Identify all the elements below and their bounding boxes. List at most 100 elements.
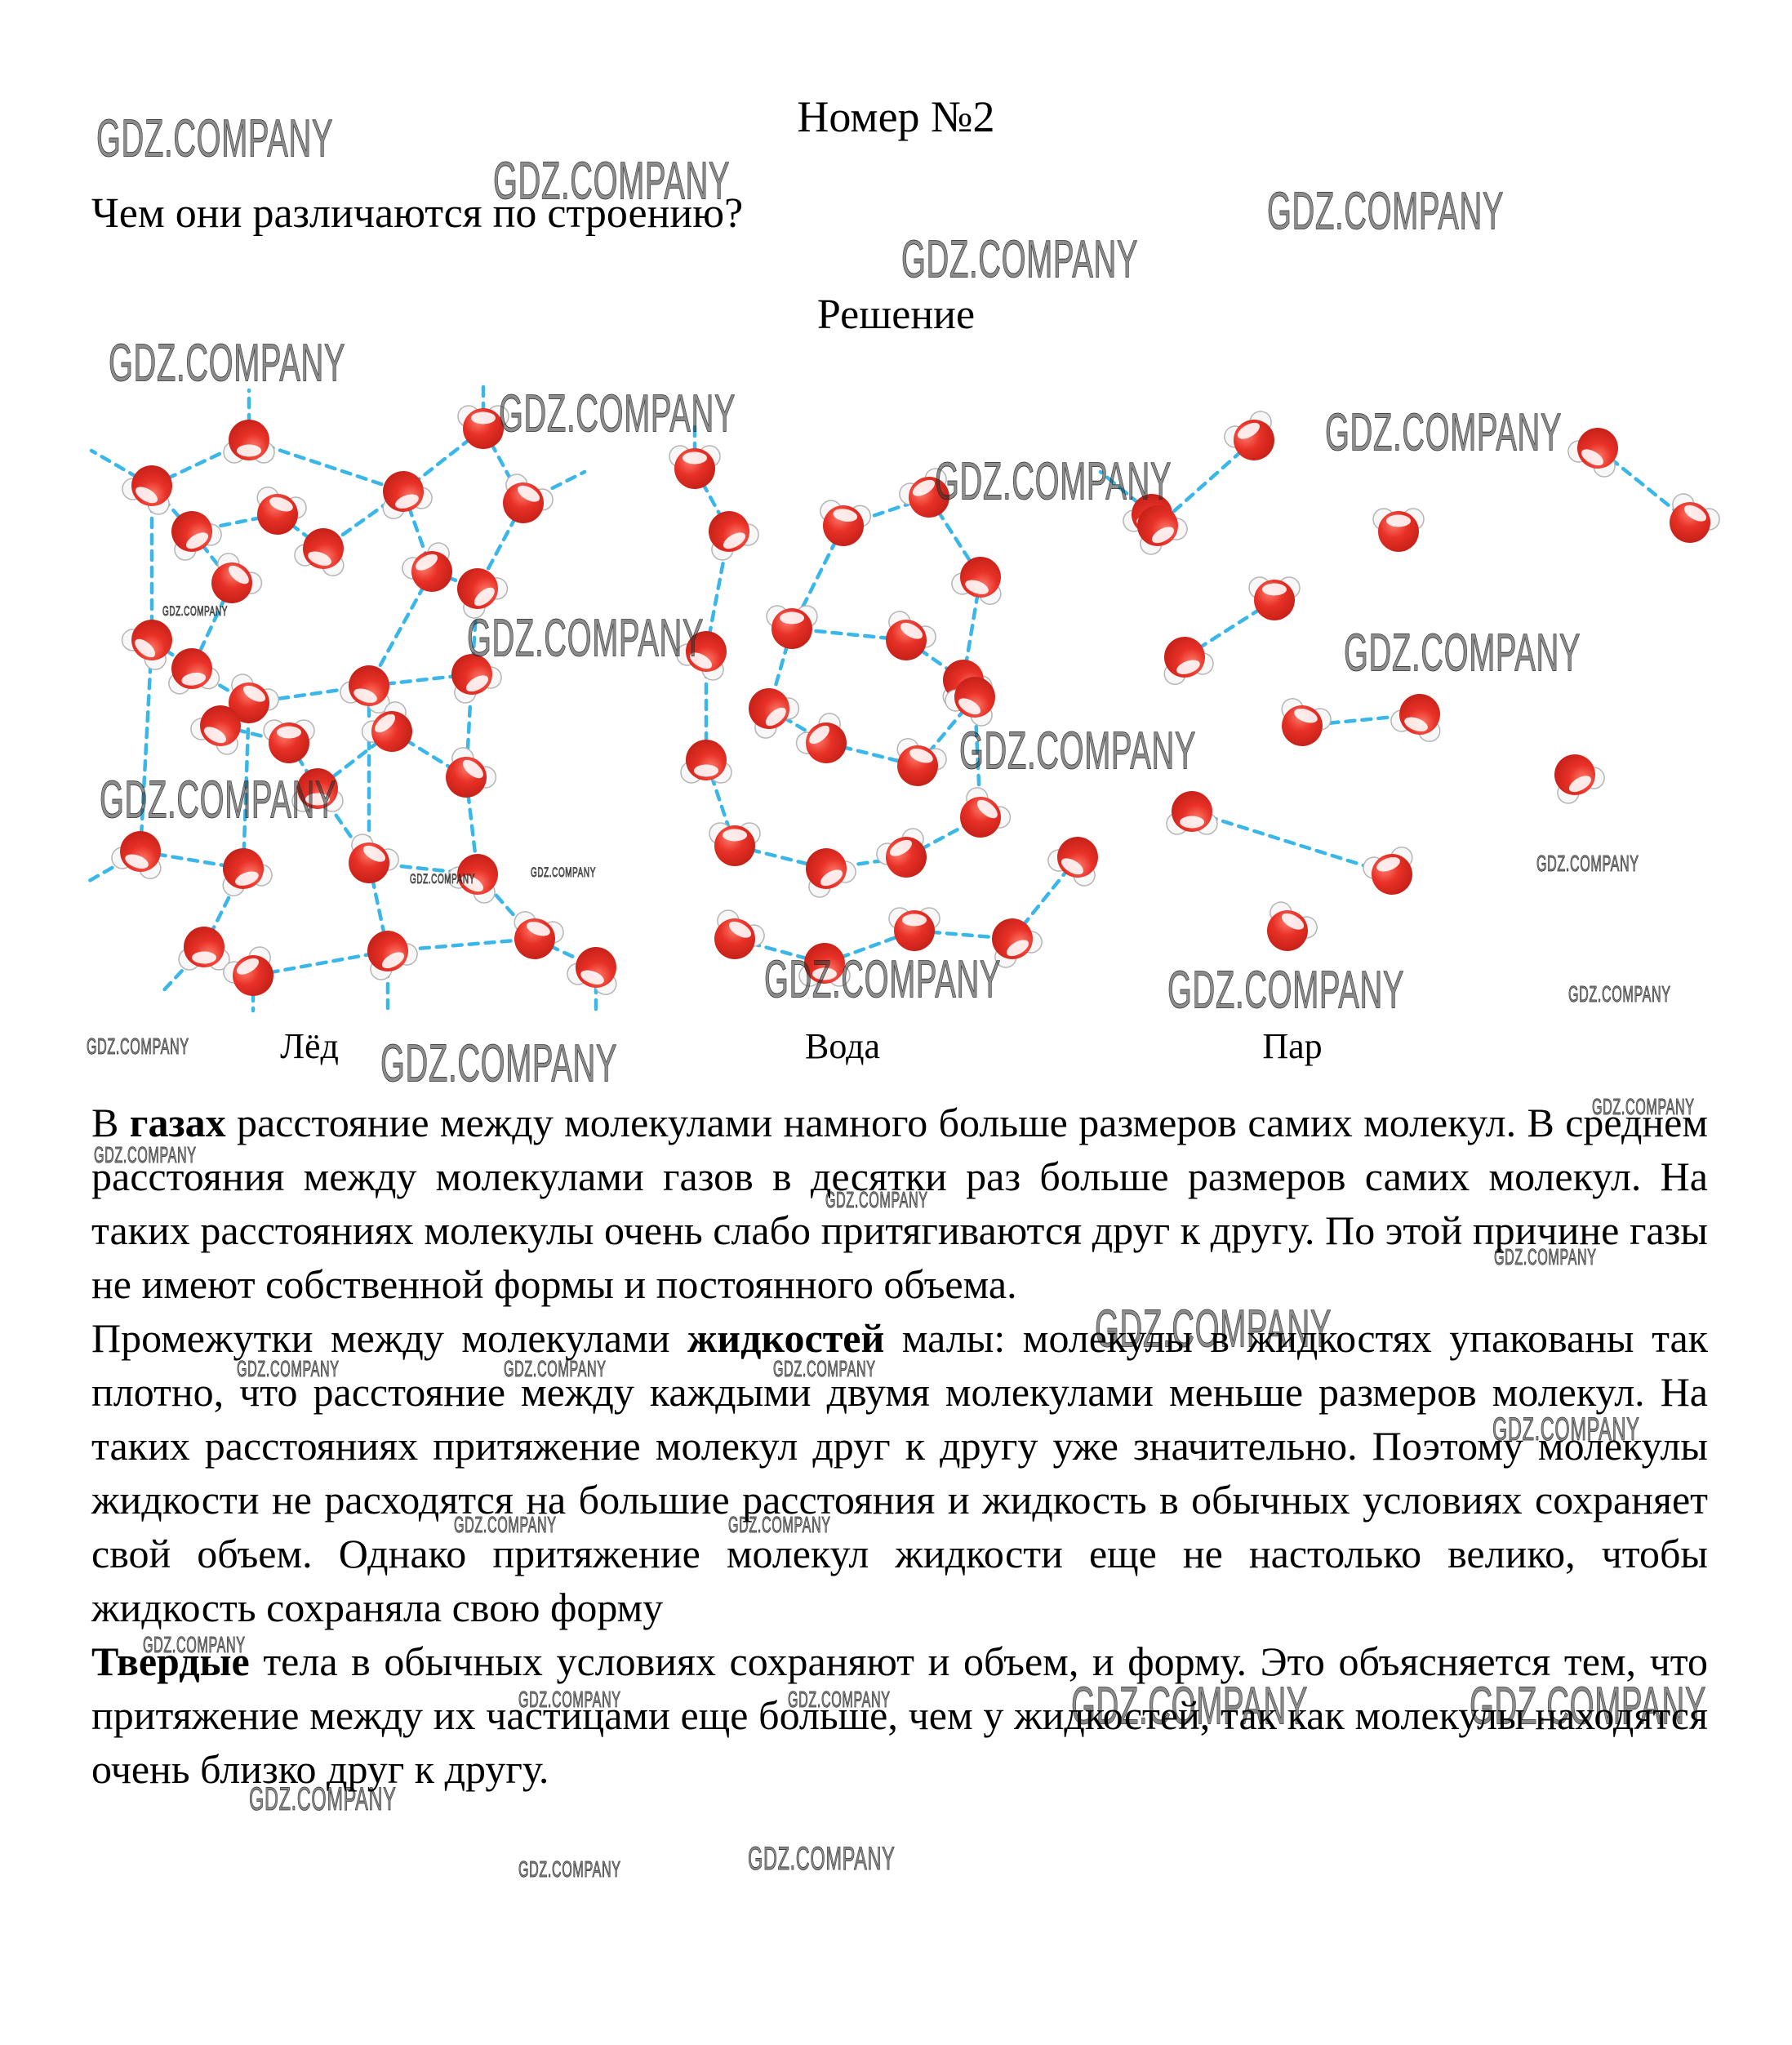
watermark: GDZ.COMPANY	[773, 1355, 876, 1382]
watermark: GDZ.COMPANY	[1267, 181, 1505, 242]
watermark: GDZ.COMPANY	[531, 865, 596, 881]
water-molecule	[349, 834, 399, 883]
water-molecule	[190, 705, 241, 755]
water-molecule	[451, 654, 502, 704]
water-molecule	[945, 677, 995, 727]
watermark: GDZ.COMPANY	[959, 721, 1197, 781]
water-molecule	[178, 927, 230, 971]
hydrogen-bond	[1189, 809, 1394, 877]
water-molecule	[256, 486, 307, 535]
watermark: GDZ.COMPANY	[728, 1511, 831, 1538]
watermark: GDZ.COMPANY	[518, 1686, 621, 1713]
water-molecule	[896, 737, 947, 786]
water-molecule	[361, 701, 412, 752]
water-molecule	[223, 420, 275, 464]
water-molecule	[749, 688, 800, 739]
water-molecule	[514, 910, 564, 959]
water-molecule	[168, 648, 220, 695]
watermark: GDZ.COMPANY	[96, 109, 334, 169]
watermark: GDZ.COMPANY	[764, 949, 1002, 1010]
watermark: GDZ.COMPANY	[1470, 1676, 1707, 1736]
water-molecule	[447, 854, 498, 904]
water-molecule	[806, 848, 856, 898]
watermark: GDZ.COMPANY	[467, 608, 705, 669]
water-molecule	[876, 828, 927, 878]
label-water: Вода	[805, 1026, 880, 1066]
water-molecule	[503, 473, 554, 523]
water-molecule	[714, 909, 765, 959]
water-molecule	[1670, 493, 1720, 543]
water-molecule	[263, 719, 315, 763]
watermark: GDZ.COMPANY	[87, 1033, 189, 1060]
hydrogen-bond	[1155, 438, 1256, 528]
molecule-diagram	[82, 380, 1720, 1013]
water-molecule	[1372, 508, 1425, 552]
watermark: GDZ.COMPANY	[100, 770, 337, 830]
watermark: GDZ.COMPANY	[237, 1355, 340, 1382]
label-ice: Лёд	[280, 1026, 339, 1066]
watermark: GDZ.COMPANY	[1536, 850, 1639, 877]
water-molecule	[1163, 637, 1214, 686]
water-molecule	[291, 768, 344, 812]
water-molecule	[229, 674, 279, 723]
watermark: GDZ.COMPANY	[1071, 1676, 1309, 1736]
body-text: В газах расстояние между молекулами намн…	[91, 1096, 1708, 1796]
water-molecule	[1267, 901, 1318, 951]
solution-heading: Решение	[816, 291, 976, 338]
water-molecule	[211, 553, 263, 603]
water-molecule	[1554, 754, 1605, 804]
water-molecule	[567, 947, 617, 996]
question-text: Чем они различаются по строению?	[91, 190, 744, 237]
water-molecule	[122, 465, 172, 515]
water-molecule	[676, 631, 727, 681]
water-molecule	[446, 747, 497, 798]
watermark: GDZ.COMPANY	[1095, 1299, 1332, 1359]
water-molecule	[171, 511, 222, 561]
water-molecule	[1047, 837, 1098, 887]
water-molecule	[1281, 697, 1332, 746]
water-molecule	[820, 500, 872, 546]
label-vapor: Пар	[1262, 1026, 1323, 1066]
watermark: GDZ.COMPANY	[380, 1034, 618, 1094]
watermark: GDZ.COMPANY	[748, 1841, 896, 1878]
water-molecule	[1363, 846, 1413, 895]
water-molecule	[367, 931, 418, 980]
water-molecule	[992, 918, 1043, 968]
watermark: GDZ.COMPANY	[493, 151, 731, 211]
ice-panel	[82, 380, 617, 1013]
water-molecule	[382, 471, 433, 520]
water-molecule	[1224, 411, 1274, 460]
water-molecule	[899, 468, 949, 518]
watermark: GDZ.COMPANY	[1325, 402, 1563, 463]
watermark: GDZ.COMPANY	[249, 1781, 397, 1818]
water-molecule	[1248, 576, 1301, 620]
watermark: GDZ.COMPANY	[454, 1511, 557, 1538]
watermark: GDZ.COMPANY	[1167, 960, 1405, 1020]
watermark: GDZ.COMPANY	[504, 1355, 607, 1382]
water-molecule	[886, 611, 936, 660]
hydrogen-bond	[251, 949, 390, 978]
water-panel	[669, 424, 1173, 987]
water-molecule	[709, 822, 761, 866]
paragraph: Твердые тела в обычных условиях сохраняю…	[91, 1638, 1708, 1792]
hydrogen-bond	[89, 448, 154, 488]
water-molecule	[766, 605, 818, 649]
water-molecule	[222, 848, 273, 897]
hydrogen-bond	[138, 638, 154, 854]
watermark: GDZ.COMPANY	[1568, 980, 1671, 1007]
water-molecule	[709, 511, 759, 561]
paragraph: В газах расстояние между молекулами намн…	[91, 1100, 1708, 1307]
water-molecule	[457, 405, 509, 449]
water-molecule	[795, 713, 847, 763]
watermark: GDZ.COMPANY	[788, 1686, 891, 1713]
watermark: GDZ.COMPANY	[94, 1141, 197, 1168]
water-molecule	[1137, 505, 1188, 555]
page-title: Номер №2	[797, 92, 995, 141]
water-molecule	[402, 542, 452, 592]
water-molecule	[888, 907, 940, 951]
water-molecule	[223, 946, 273, 996]
water-molecule	[1567, 428, 1618, 478]
hydrogen-bond	[241, 700, 251, 871]
water-molecule	[680, 740, 732, 784]
